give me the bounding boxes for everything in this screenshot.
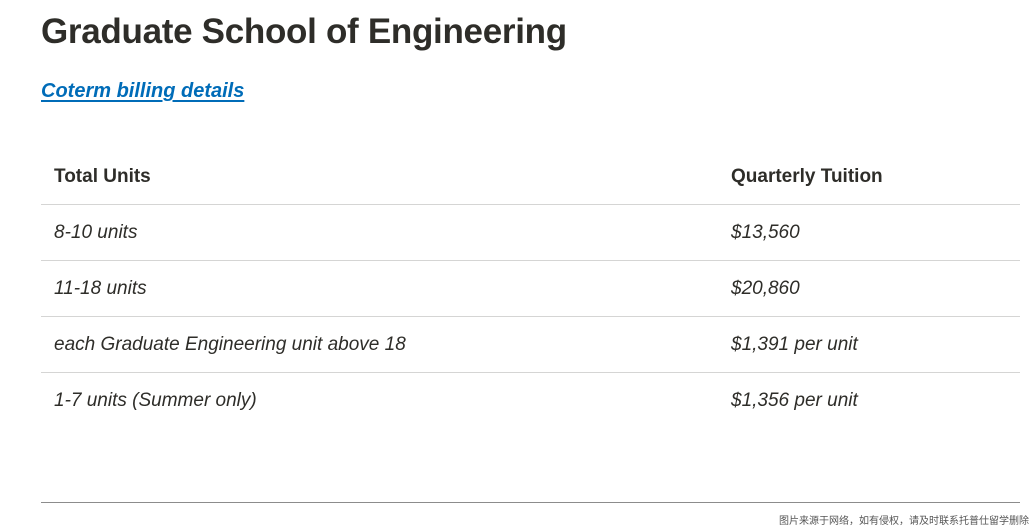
table-row: 8-10 units $13,560: [41, 204, 1020, 261]
coterm-billing-link[interactable]: Coterm billing details: [41, 80, 245, 102]
table-header-row: Total Units Quarterly Tuition: [41, 150, 1020, 205]
units-cell: 8-10 units: [41, 204, 718, 261]
table-row: each Graduate Engineering unit above 18 …: [41, 316, 1020, 373]
column-header-total-units: Total Units: [54, 166, 151, 187]
tuition-cell: $13,560: [718, 204, 1020, 261]
watermark-text: 图片来源于网络，如有侵权，请及时联系托普仕留学删除: [779, 516, 1029, 527]
page-title: Graduate School of Engineering: [41, 12, 567, 51]
tuition-table: Total Units Quarterly Tuition 8-10 units…: [41, 150, 1020, 428]
units-cell: 1-7 units (Summer only): [41, 372, 718, 428]
units-cell: 11-18 units: [41, 260, 718, 317]
column-header-quarterly-tuition: Quarterly Tuition: [731, 166, 883, 187]
tuition-cell: $1,391 per unit: [718, 316, 1020, 373]
table-row: 1-7 units (Summer only) $1,356 per unit: [41, 372, 1020, 428]
units-cell: each Graduate Engineering unit above 18: [41, 316, 718, 373]
table-row: 11-18 units $20,860: [41, 260, 1020, 317]
tuition-cell: $1,356 per unit: [718, 372, 1020, 428]
tuition-cell: $20,860: [718, 260, 1020, 317]
bottom-divider: [41, 502, 1020, 503]
